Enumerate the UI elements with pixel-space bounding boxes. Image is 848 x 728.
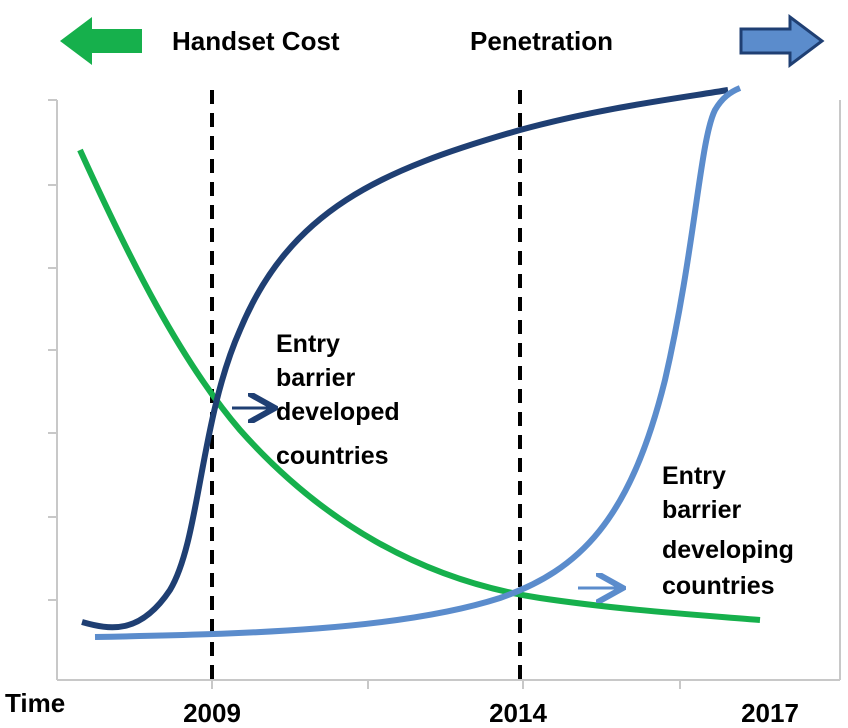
axes — [48, 99, 841, 689]
annotation: barrier — [662, 496, 741, 524]
annotation: Entry — [276, 330, 340, 358]
developing-curve — [94, 85, 742, 640]
handset-cost-curve — [77, 148, 761, 623]
x-label: 2014 — [489, 698, 547, 728]
annotation: countries — [276, 442, 389, 470]
right-label: Penetration — [470, 26, 613, 56]
annotation: countries — [662, 572, 775, 600]
annotation: Entry — [662, 462, 726, 490]
annotation: developing — [662, 536, 794, 564]
left-label: Handset Cost — [172, 26, 340, 56]
x-label: 2017 — [741, 698, 799, 728]
developed-curve — [81, 87, 729, 631]
right-arrow — [739, 14, 825, 68]
annotation: developed — [276, 398, 400, 426]
annotation: barrier — [276, 364, 355, 392]
x-label: 2009 — [183, 698, 241, 728]
left-arrow — [60, 17, 142, 65]
x-axis-title: Time — [5, 688, 65, 718]
